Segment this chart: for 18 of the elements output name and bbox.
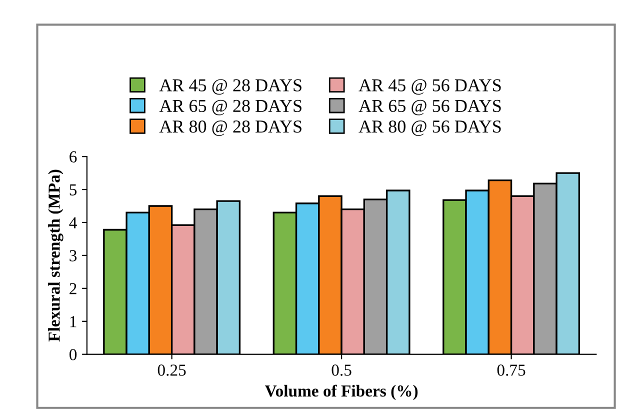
y-tick-label: 1 — [70, 316, 76, 328]
y-tick-label: 2 — [70, 283, 76, 294]
y-tick-label: 4 — [69, 217, 77, 228]
x-tick-label: 0.5 — [332, 364, 352, 376]
legend-label: AR 65 @ 56 DAYS — [358, 100, 501, 116]
y-tick-label: 6 — [70, 151, 77, 163]
y-tick-label: 3 — [70, 250, 77, 262]
legend-label: AR 45 @ 56 DAYS — [358, 79, 501, 95]
x-tick-label: 0.25 — [158, 364, 186, 376]
x-axis-title: Volume of Fibers (%) — [264, 384, 418, 400]
legend-label: AR 65 @ 28 DAYS — [159, 100, 302, 116]
y-tick-label: 5 — [70, 184, 77, 196]
y-axis-title: Flexural strength (MPa) — [48, 170, 64, 342]
legend-label: AR 80 @ 28 DAYS — [159, 120, 302, 136]
legend-label: AR 45 @ 28 DAYS — [159, 79, 302, 95]
legend-label: AR 80 @ 56 DAYS — [358, 120, 501, 136]
x-tick-label: 0.75 — [497, 364, 526, 376]
y-tick-label: 0 — [70, 349, 77, 360]
